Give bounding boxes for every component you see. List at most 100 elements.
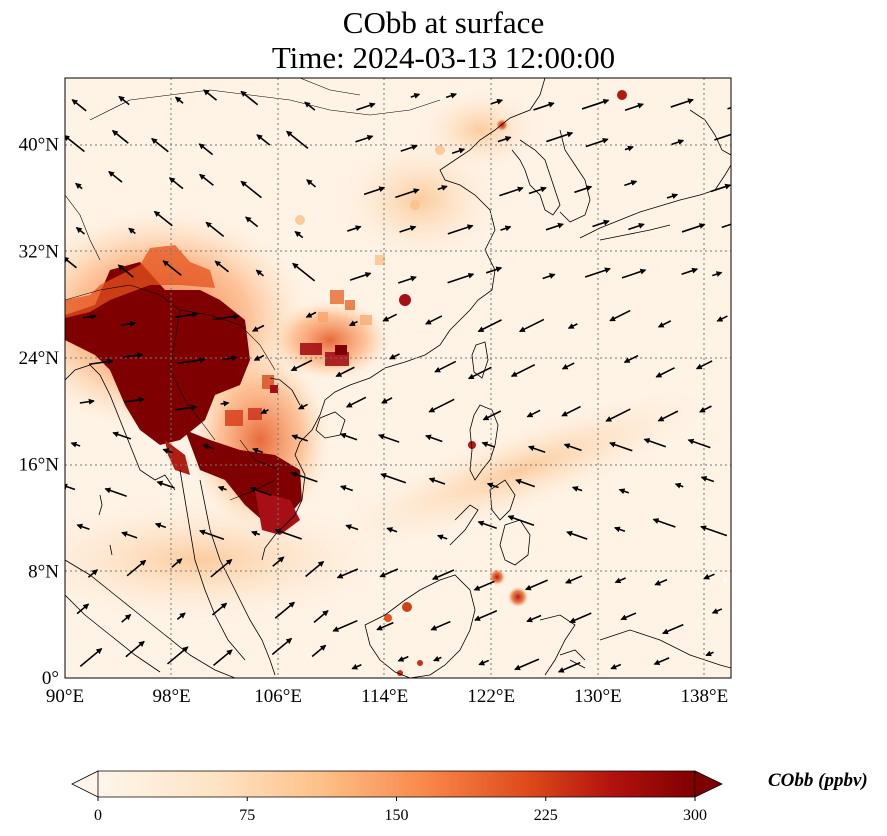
wind-arrow: [245, 216, 259, 228]
wind-arrow: [104, 487, 127, 497]
colorbar-gradient: [98, 771, 695, 797]
wind-arrow: [87, 569, 99, 578]
wind-arrow: [499, 186, 524, 197]
wind-arrow: [75, 227, 86, 235]
wind-arrow: [174, 96, 184, 104]
colorbar-title: CObb (ppbv): [768, 770, 868, 791]
wind-arrow: [628, 222, 645, 231]
wind-arrow: [671, 139, 685, 146]
wind-arrow: [681, 267, 699, 275]
wind-arrow: [203, 89, 218, 101]
wind-arrow: [118, 95, 130, 106]
wind-arrow: [156, 480, 175, 489]
wind-arrow: [154, 522, 167, 529]
wind-arrow: [700, 476, 715, 483]
wind-arrow: [79, 398, 95, 405]
wind-arrow: [655, 367, 675, 378]
wind-arrow: [526, 614, 542, 623]
colorbar-tick-label: 225: [534, 807, 558, 824]
wind-arrow: [526, 409, 541, 418]
wind-arrow: [428, 398, 455, 413]
wind-arrow: [620, 612, 637, 621]
wind-arrow: [712, 271, 723, 277]
colorbar-extend-max: [694, 770, 723, 798]
wind-arrow: [175, 404, 198, 411]
wind-arrow: [425, 315, 443, 325]
wind-arrow: [379, 568, 399, 578]
wind-arrow: [76, 523, 90, 530]
wind-arrow: [624, 145, 634, 152]
wind-arrow: [260, 408, 269, 415]
wind-arrow: [652, 518, 676, 528]
wind-arrow: [335, 366, 355, 378]
wind-arrow: [518, 318, 545, 333]
wind-arrow: [714, 131, 731, 141]
wind-arrow: [351, 663, 362, 670]
wind-arrow: [174, 311, 199, 318]
wind-arrow: [674, 482, 684, 489]
wind-arrow: [397, 655, 409, 662]
wind-arrow: [592, 219, 610, 228]
wind-arrow: [643, 438, 667, 448]
wind-arrow: [507, 515, 535, 526]
wind-arrow: [500, 225, 512, 232]
wind-arrow: [153, 210, 173, 227]
wind-arrow: [75, 182, 83, 190]
wind-arrow: [274, 528, 302, 540]
wind-arrow: [290, 359, 313, 372]
wind-arrow: [430, 620, 451, 631]
wind-arrow: [214, 260, 229, 273]
wind-arrow: [581, 98, 610, 110]
wind-arrow: [249, 486, 272, 497]
wind-arrow: [292, 262, 316, 282]
colorbar-tick-label: 300: [683, 807, 707, 824]
wind-arrow: [285, 130, 309, 149]
wind-arrow: [557, 661, 581, 673]
wind-arrow: [623, 354, 639, 364]
wind-arrow: [117, 264, 134, 278]
wind-arrow: [126, 559, 147, 577]
wind-arrow: [514, 658, 540, 671]
wind-arrow: [721, 223, 731, 229]
wind-arrow: [716, 315, 728, 322]
wind-arrow: [217, 485, 227, 492]
wind-arrow: [467, 366, 492, 380]
wind-arrow: [70, 441, 81, 448]
wind-arrow: [111, 130, 129, 144]
wind-arrow: [199, 529, 225, 540]
wind-arrow: [211, 602, 228, 616]
wind-arrow: [76, 603, 90, 615]
wind-arrow: [250, 530, 261, 537]
wind-arrow: [256, 134, 271, 146]
wind-arrow: [304, 101, 316, 111]
wind-arrow: [515, 478, 536, 488]
wind-arrow: [221, 355, 238, 362]
wind-arrow: [624, 102, 644, 111]
wind-arrow: [305, 311, 317, 318]
wind-arrow: [125, 640, 145, 658]
wind-arrow: [171, 558, 183, 568]
wind-arrow: [356, 102, 376, 111]
wind-arrow: [542, 273, 556, 280]
wind-arrow: [400, 144, 418, 152]
wind-arrow: [112, 431, 132, 440]
wind-arrow: [213, 649, 233, 667]
wind-arrow: [565, 575, 583, 584]
wind-arrow: [681, 223, 706, 233]
wind-arrow: [497, 136, 512, 143]
lon-tick-label: 106°E: [254, 686, 302, 707]
wind-arrow: [381, 397, 393, 404]
wind-arrow: [473, 580, 495, 591]
wind-arrow: [618, 488, 630, 495]
wind-arrow: [252, 447, 263, 454]
wind-arrow: [451, 147, 466, 154]
wind-arrow: [571, 486, 583, 492]
wind-arrow: [528, 186, 547, 195]
colorbar-tick-label: 75: [239, 807, 255, 824]
wind-arrow: [609, 309, 631, 322]
wind-arrow: [428, 477, 446, 485]
wind-arrow: [486, 266, 503, 274]
wind-arrow: [433, 655, 442, 662]
wind-arrow: [339, 432, 358, 441]
colorbar-extend-min: [71, 770, 99, 798]
